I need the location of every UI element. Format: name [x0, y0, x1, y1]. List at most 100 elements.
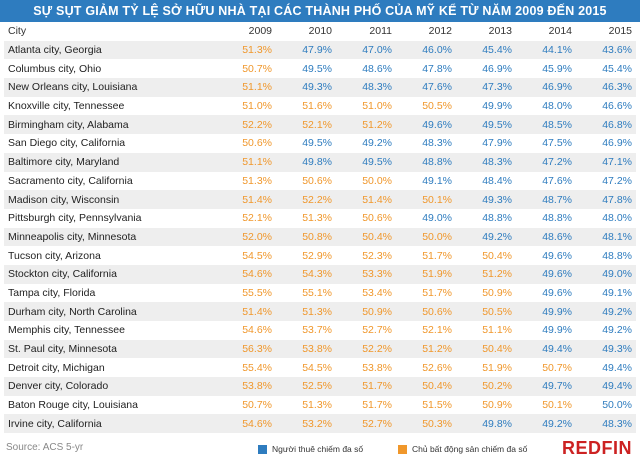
value-cell: 50.5% — [422, 100, 452, 113]
value-cell: 50.2% — [482, 380, 512, 393]
legend-renter: Người thuê chiếm đa số — [258, 444, 363, 454]
table-row: Madison city, Wisconsin 51.4% 52.2% 51.4% 50… — [4, 190, 636, 209]
value-cell: 49.4% — [542, 343, 572, 356]
value-cell: 52.3% — [362, 249, 392, 262]
value-cell: 46.3% — [602, 81, 632, 94]
header-row: City 2009 2010 2011 2012 2013 2014 2015 — [4, 22, 636, 41]
value-cell: 46.6% — [602, 100, 632, 113]
value-cell: 53.4% — [362, 286, 392, 299]
value-cell: 55.5% — [242, 286, 272, 299]
value-cell: 53.8% — [302, 343, 332, 356]
value-cell: 51.2% — [422, 343, 452, 356]
value-cell: 49.2% — [542, 417, 572, 430]
table-row: Minneapolis city, Minnesota 52.0% 50.8% 50.… — [4, 227, 636, 247]
value-cell: 49.6% — [422, 118, 452, 131]
value-cell: 47.3% — [482, 81, 512, 94]
value-cell: 49.3% — [602, 343, 632, 356]
value-cell: 54.6% — [242, 268, 272, 281]
value-cell: 51.1% — [242, 156, 272, 169]
value-cell: 49.2% — [602, 305, 632, 318]
table-row: Sacramento city, California 51.3% 50.6% 50.… — [4, 171, 636, 191]
value-cell: 51.6% — [302, 100, 332, 113]
table-row: Tucson city, Arizona 54.5% 52.9% 52.3% 51.7%… — [4, 246, 636, 265]
value-cell: 46.9% — [602, 137, 632, 150]
value-cell: 50.9% — [362, 305, 392, 318]
legend-swatch-owner — [398, 444, 407, 454]
value-cell: 50.9% — [482, 286, 512, 299]
table-row: San Diego city, California 50.6% 49.5% 49.2… — [4, 134, 636, 153]
year-header: 2009 — [216, 22, 276, 41]
value-cell: 49.5% — [482, 118, 512, 131]
value-cell: 50.6% — [242, 137, 272, 150]
legend-label-renter: Người thuê chiếm đa số — [272, 444, 364, 454]
value-cell: 52.1% — [422, 324, 452, 337]
city-cell: St. Paul city, Minnesota — [8, 343, 117, 356]
value-cell: 50.4% — [362, 230, 392, 243]
value-cell: 49.5% — [362, 156, 392, 169]
value-cell: 47.9% — [302, 44, 332, 57]
value-cell: 48.3% — [602, 417, 632, 430]
table-row: Knoxville city, Tennessee 51.0% 51.6% 51.0%… — [4, 96, 636, 116]
value-cell: 50.7% — [242, 62, 272, 75]
value-cell: 49.2% — [482, 230, 512, 243]
value-cell: 52.9% — [302, 249, 332, 262]
city-cell: Minneapolis city, Minnesota — [8, 230, 137, 243]
value-cell: 51.7% — [362, 399, 392, 412]
value-cell: 50.1% — [542, 399, 572, 412]
value-cell: 49.4% — [602, 380, 632, 393]
year-header: 2011 — [336, 22, 396, 41]
value-cell: 49.3% — [482, 193, 512, 206]
value-cell: 52.7% — [362, 324, 392, 337]
value-cell: 49.8% — [482, 417, 512, 430]
year-header: 2012 — [396, 22, 456, 41]
table-row: Stockton city, California 54.6% 54.3% 53.3%… — [4, 264, 636, 284]
value-cell: 50.7% — [542, 361, 572, 374]
value-cell: 48.3% — [482, 156, 512, 169]
year-header: 2015 — [576, 22, 636, 41]
value-cell: 50.3% — [422, 417, 452, 430]
value-cell: 49.0% — [602, 268, 632, 281]
value-cell: 52.1% — [242, 212, 272, 225]
table-row: Denver city, Colorado 53.8% 52.5% 51.7% 50.4… — [4, 377, 636, 396]
table-row: Baltimore city, Maryland 51.1% 49.8% 49.5% 4… — [4, 152, 636, 172]
value-cell: 49.4% — [602, 361, 632, 374]
value-cell: 49.6% — [542, 286, 572, 299]
value-cell: 50.9% — [482, 399, 512, 412]
table-row: Memphis city, Tennessee 54.6% 53.7% 52.7% 52… — [4, 321, 636, 340]
value-cell: 49.9% — [542, 324, 572, 337]
value-cell: 52.2% — [242, 118, 272, 131]
value-cell: 49.1% — [422, 174, 452, 187]
value-cell: 48.6% — [362, 62, 392, 75]
value-cell: 51.0% — [362, 100, 392, 113]
city-cell: Irvine city, California — [8, 417, 102, 430]
value-cell: 45.9% — [542, 62, 572, 75]
value-cell: 48.8% — [542, 212, 572, 225]
legend-swatch-renter — [258, 444, 267, 454]
value-cell: 48.5% — [542, 118, 572, 131]
value-cell: 48.1% — [602, 230, 632, 243]
value-cell: 50.8% — [302, 230, 332, 243]
value-cell: 52.1% — [302, 118, 332, 131]
value-cell: 48.0% — [602, 212, 632, 225]
city-cell: Madison city, Wisconsin — [8, 193, 120, 206]
table-row: Baton Rouge city, Louisiana 50.7% 51.3% 51.… — [4, 395, 636, 415]
value-cell: 51.4% — [242, 193, 272, 206]
value-cell: 47.5% — [542, 137, 572, 150]
value-cell: 46.9% — [482, 62, 512, 75]
value-cell: 49.9% — [542, 305, 572, 318]
value-cell: 49.5% — [302, 137, 332, 150]
value-cell: 51.0% — [242, 100, 272, 113]
value-cell: 49.5% — [302, 62, 332, 75]
value-cell: 54.5% — [242, 249, 272, 262]
value-cell: 47.6% — [422, 81, 452, 94]
city-cell: Durham city, North Carolina — [8, 305, 137, 318]
value-cell: 53.2% — [302, 417, 332, 430]
value-cell: 45.4% — [482, 44, 512, 57]
city-cell: Denver city, Colorado — [8, 380, 109, 393]
city-cell: Atlanta city, Georgia — [8, 44, 102, 57]
value-cell: 50.5% — [482, 305, 512, 318]
chart-title: SỰ SỤT GIẢM TỶ LỆ SỞ HỮU NHÀ TẠI CÁC THÀ… — [0, 0, 640, 22]
value-cell: 46.0% — [422, 44, 452, 57]
city-cell: Pittsburgh city, Pennsylvania — [8, 212, 142, 225]
